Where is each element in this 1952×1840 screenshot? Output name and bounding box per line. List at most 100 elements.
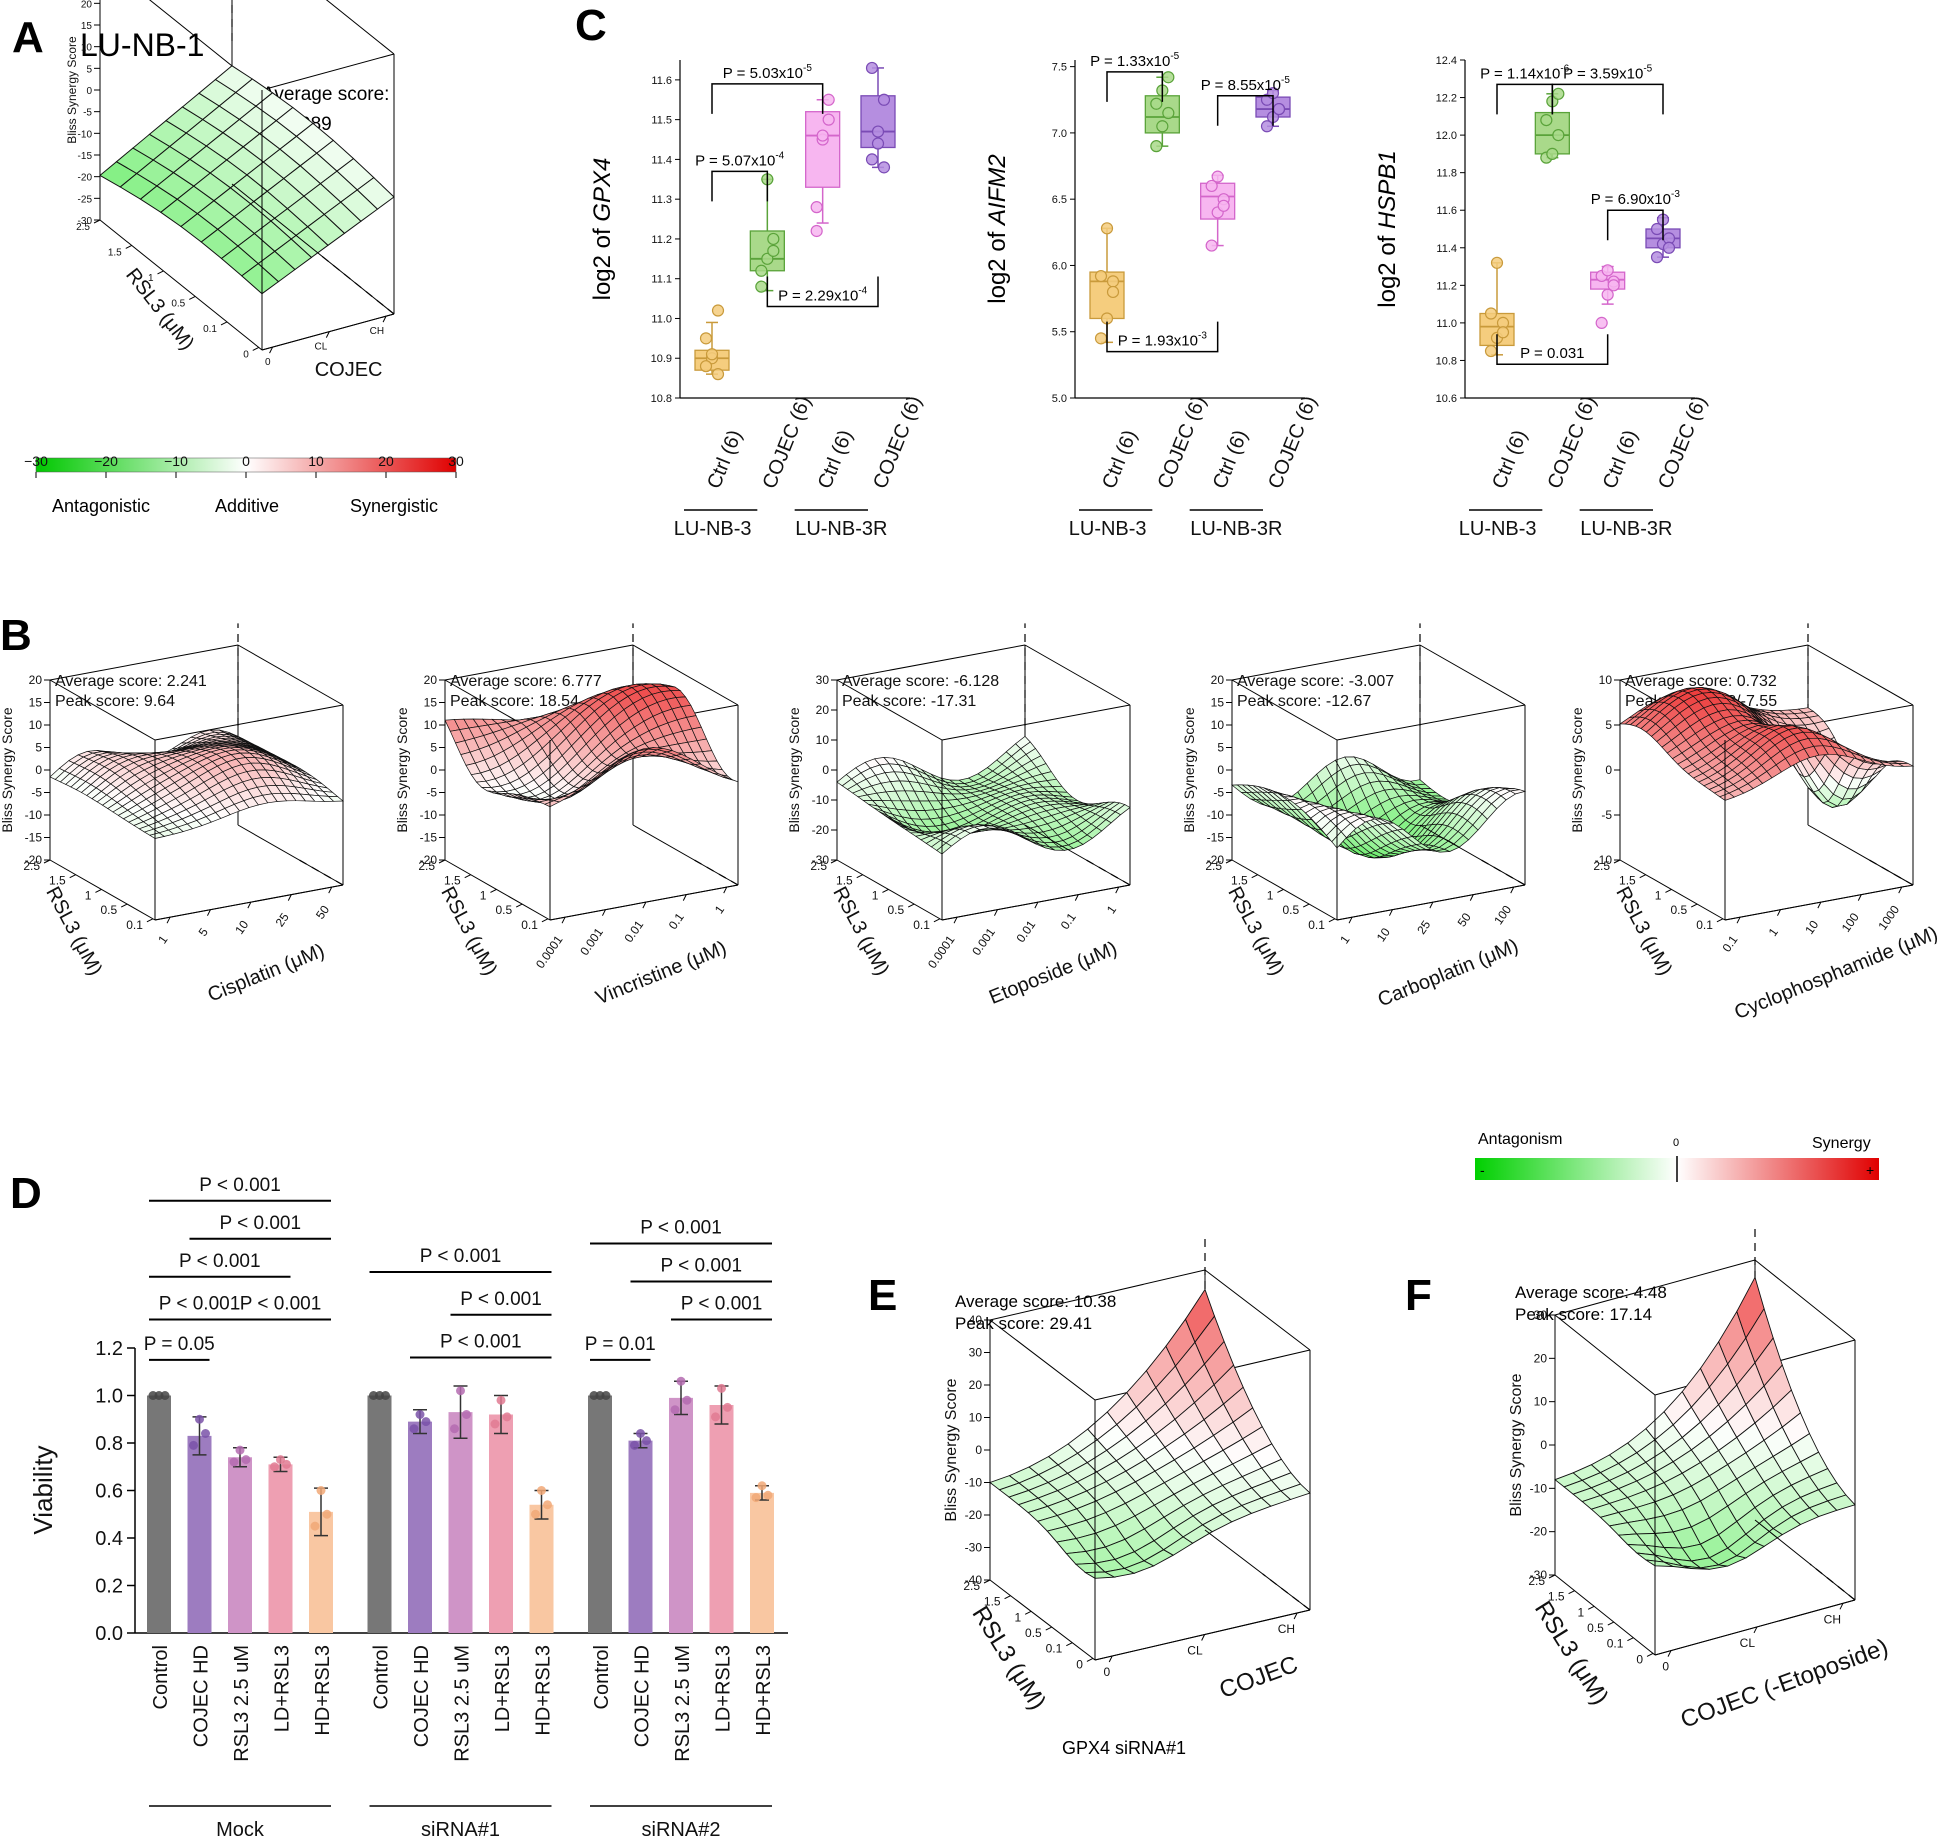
y-tick xyxy=(1004,1595,1011,1600)
z-tick-label: -10 xyxy=(1207,808,1225,822)
surface-box-edge xyxy=(836,679,943,741)
y-tick-label: 2.5 xyxy=(810,859,827,873)
z-tick-label: -10 xyxy=(420,808,438,822)
group-label: Mock xyxy=(216,1819,265,1840)
bar xyxy=(448,1412,473,1633)
data-point xyxy=(1217,199,1230,212)
data-point xyxy=(761,252,774,265)
y-axis-label: RSL3 (μM) xyxy=(828,883,893,979)
panel-c-boxplot-gpx4: 10.8 10.9 11.0 11.1 11.2 11.3 11.4 11.5 11.6 log2… xyxy=(589,60,926,540)
data-point xyxy=(711,1412,720,1422)
y-tick-label: 6.5 xyxy=(1052,194,1067,206)
z-tick-label: -5 xyxy=(426,786,437,800)
surface-box-edge xyxy=(325,0,395,55)
pvalue-text: P < 0.001 xyxy=(660,1256,742,1277)
z-tick-label: 10 xyxy=(29,718,43,732)
group-label: siRNA#1 xyxy=(421,1819,500,1840)
surface-box-edge xyxy=(444,644,634,681)
y-tick-label: 11.6 xyxy=(1436,205,1457,217)
bar xyxy=(529,1504,554,1633)
colorbar-b-zero: 0 xyxy=(1673,1137,1679,1149)
y-tick-label: 2.5 xyxy=(23,859,40,873)
pvalue-bracket xyxy=(1106,71,1164,102)
pvalue-text: P < 0.001 xyxy=(681,1294,763,1315)
surface-box-edge xyxy=(1807,644,1914,706)
surface-cell xyxy=(1114,804,1131,816)
y-tick-label: 0.4 xyxy=(95,1528,123,1550)
data-point xyxy=(462,1410,471,1419)
bar xyxy=(367,1395,392,1633)
data-point xyxy=(810,201,823,214)
y-tick-label: 2.5 xyxy=(76,222,90,233)
box xyxy=(805,111,841,188)
x-tick-label: 25 xyxy=(273,910,292,929)
panel-label-c: C xyxy=(575,1,607,50)
y-tick-label: 0 xyxy=(243,349,249,360)
z-tick-label: -20 xyxy=(1530,1525,1548,1539)
x-tick-label: 1 xyxy=(1337,933,1352,947)
pvalue-text: P < 0.001 xyxy=(420,1246,502,1267)
x-tick-label: 0.001 xyxy=(577,925,606,958)
panel-b-peak: Peak score: -17.31 xyxy=(842,693,976,710)
category-label: COJEC HD xyxy=(411,1645,433,1747)
z-tick-label: -10 xyxy=(78,129,93,140)
z-axis-label: Bliss Synergy Score xyxy=(394,707,410,832)
colorbar-tick-label: 30 xyxy=(448,453,464,469)
category-label: Ctrl (6) xyxy=(814,427,857,492)
z-axis-label: Bliss Synergy Score xyxy=(1569,707,1585,832)
y-tick-label: 2.5 xyxy=(1205,859,1222,873)
y-tick xyxy=(43,859,51,864)
pvalue-base: P = 5.07x10 xyxy=(695,152,775,169)
x-tick-label: CH xyxy=(1278,1622,1295,1636)
x-tick-label: 0.0001 xyxy=(925,933,958,971)
x-tick-label: 10 xyxy=(1374,925,1393,944)
y-tick xyxy=(1328,918,1336,923)
pvalue-text: P = 5.03x10-5 xyxy=(723,63,813,82)
y-tick xyxy=(438,859,446,864)
group-label: LU-NB-3R xyxy=(1580,518,1672,540)
category-label: COJEC HD xyxy=(191,1645,213,1747)
x-tick-label: 10 xyxy=(1802,918,1821,937)
category-label: Ctrl (6) xyxy=(703,427,746,492)
pvalue-base: P = 0.031 xyxy=(1520,345,1584,362)
z-tick-label: 30 xyxy=(1534,1308,1548,1322)
z-tick-label: -20 xyxy=(25,853,43,867)
pvalue-text: P = 5.07x10-4 xyxy=(695,150,785,169)
category-label: Ctrl (6) xyxy=(1209,427,1252,492)
x-tick-label: CL xyxy=(315,342,328,353)
pvalue-base: P = 5.03x10 xyxy=(723,65,803,82)
colorbar-tick-label: −30 xyxy=(24,453,48,469)
y-tick-label: 1 xyxy=(85,888,92,902)
panel-b-peak: Peak score: 9.64 xyxy=(55,693,175,710)
pvalue-base: P = 6.90x10 xyxy=(1591,191,1671,208)
x-tick-label: 1 xyxy=(155,933,170,947)
group-label: LU-NB-3 xyxy=(1069,518,1147,540)
z-tick-label: 20 xyxy=(969,1378,983,1392)
z-axis-label: Bliss Synergy Score xyxy=(786,707,802,832)
data-point xyxy=(755,264,768,277)
panel-f-surface: Average score: 4.48 Peak score: 17.14 30… xyxy=(1508,1228,1892,1734)
surface-cell xyxy=(356,176,395,210)
panel-label-e: E xyxy=(868,1271,897,1320)
x-tick-label: 5 xyxy=(196,925,211,939)
surface-box-edge xyxy=(237,644,344,706)
x-axis-label: Cyclophosphamide (μM) xyxy=(1731,922,1941,1024)
surface-box-edge xyxy=(836,644,1026,681)
pvalue-text: P < 0.001 xyxy=(440,1332,522,1353)
group-label: LU-NB-3R xyxy=(795,518,887,540)
x-tick xyxy=(325,331,330,338)
z-tick-label: 30 xyxy=(969,1346,983,1360)
panel-e-average: Average score: 10.38 xyxy=(955,1292,1116,1311)
y-tick-label: 1 xyxy=(148,273,154,284)
data-point xyxy=(1156,120,1169,133)
y-tick-label: 10.8 xyxy=(651,393,672,405)
panel-b-peak: Peak score: 18.54 xyxy=(450,693,579,710)
data-point xyxy=(1607,279,1620,292)
data-point xyxy=(1552,129,1565,142)
z-tick-label: 10 xyxy=(816,733,830,747)
y-tick-label: 11.1 xyxy=(651,274,672,286)
category-label: COJEC HD xyxy=(632,1645,654,1747)
z-tick-label: -15 xyxy=(25,831,43,845)
x-tick-label: 0 xyxy=(1104,1665,1111,1679)
category-label: Ctrl (6) xyxy=(1098,427,1141,492)
